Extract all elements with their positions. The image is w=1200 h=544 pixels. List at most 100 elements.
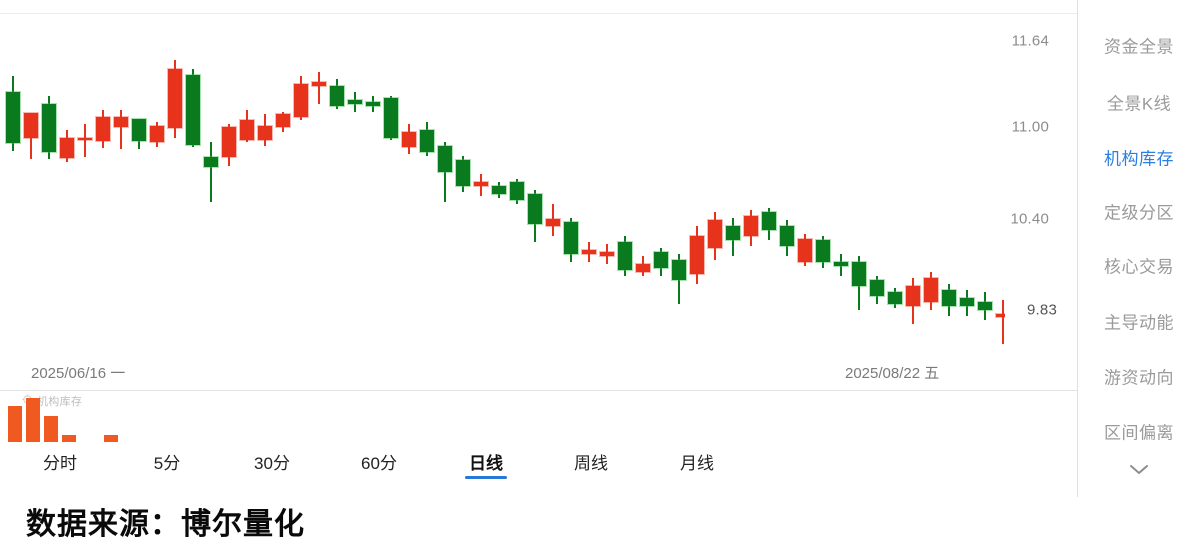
candle-body bbox=[186, 75, 200, 145]
date-end-label: 2025/08/22 五 bbox=[845, 365, 940, 382]
candle bbox=[744, 14, 758, 369]
candle bbox=[24, 14, 38, 369]
candle-body bbox=[600, 252, 614, 256]
indicator-pane[interactable]: 机构库存 bbox=[0, 391, 1005, 447]
candle-body bbox=[276, 114, 290, 127]
candle bbox=[168, 14, 182, 369]
candle-body bbox=[618, 242, 632, 270]
candle bbox=[636, 14, 650, 369]
candle-body bbox=[204, 157, 218, 167]
candle bbox=[888, 14, 902, 369]
tab-3[interactable]: 60分 bbox=[361, 454, 397, 473]
candle-body bbox=[510, 182, 524, 200]
candle bbox=[600, 14, 614, 369]
candle-wick bbox=[444, 142, 446, 202]
sidebar-item-5[interactable]: 主导动能 bbox=[1104, 313, 1174, 333]
candle-wick bbox=[120, 110, 122, 149]
candle bbox=[978, 14, 992, 369]
candle-body bbox=[924, 278, 938, 302]
candle bbox=[330, 14, 344, 369]
candle-body bbox=[42, 104, 56, 152]
candle-body bbox=[780, 226, 794, 246]
candle bbox=[204, 14, 218, 369]
candle-body bbox=[366, 102, 380, 106]
sidebar-item-7[interactable]: 区间偏离 bbox=[1104, 423, 1174, 443]
candle-body bbox=[348, 100, 362, 104]
date-start-label: 2025/06/16 一 bbox=[31, 365, 126, 382]
candle-body bbox=[762, 212, 776, 230]
candle bbox=[546, 14, 560, 369]
candle bbox=[708, 14, 722, 369]
last-price-label: 9.83 bbox=[1027, 301, 1057, 319]
tab-2[interactable]: 30分 bbox=[254, 454, 290, 473]
pane-divider bbox=[0, 390, 1077, 391]
candle bbox=[438, 14, 452, 369]
candle-body bbox=[834, 262, 848, 266]
candlestick-price-pane[interactable] bbox=[0, 14, 1005, 369]
candle-body bbox=[906, 286, 920, 306]
candle-body bbox=[582, 250, 596, 254]
candle bbox=[924, 14, 938, 369]
tab-0[interactable]: 分时 bbox=[43, 454, 77, 473]
candle bbox=[348, 14, 362, 369]
sidebar-item-2[interactable]: 机构库存 bbox=[1104, 149, 1174, 169]
candle bbox=[402, 14, 416, 369]
tab-6[interactable]: 月线 bbox=[680, 454, 714, 473]
axis-tick-label: 11.64 bbox=[1011, 32, 1049, 50]
candle-body bbox=[60, 138, 74, 158]
candle bbox=[294, 14, 308, 369]
sidebar-item-0[interactable]: 资金全景 bbox=[1104, 37, 1174, 57]
chart-area[interactable]: 11.64 11.00 10.40 9.83 bbox=[0, 14, 1077, 390]
candle bbox=[780, 14, 794, 369]
top-divider bbox=[0, 13, 1077, 14]
right-sidebar[interactable]: 资金全景全景K线机构库存定级分区核心交易主导动能游资动向区间偏离 bbox=[1077, 0, 1200, 497]
sidebar-item-3[interactable]: 定级分区 bbox=[1104, 203, 1174, 223]
candle bbox=[654, 14, 668, 369]
candle bbox=[834, 14, 848, 369]
candle bbox=[726, 14, 740, 369]
candle-body bbox=[690, 236, 704, 274]
tab-5[interactable]: 周线 bbox=[574, 454, 608, 473]
candle-body bbox=[258, 126, 272, 140]
candle-body bbox=[996, 314, 1005, 317]
candle-body bbox=[978, 302, 992, 310]
candle-body bbox=[564, 222, 578, 254]
candle bbox=[240, 14, 254, 369]
candle bbox=[942, 14, 956, 369]
timeframe-tabbar[interactable]: 分时 5分 30分 60分 日线 周线 月线 bbox=[0, 449, 1077, 497]
sidebar-item-1[interactable]: 全景K线 bbox=[1106, 94, 1172, 114]
tab-4[interactable]: 日线 bbox=[469, 454, 503, 473]
candle bbox=[492, 14, 506, 369]
candle-body bbox=[726, 226, 740, 240]
candle bbox=[96, 14, 110, 369]
candle-body bbox=[816, 240, 830, 262]
sidebar-expand-button[interactable] bbox=[1078, 463, 1200, 481]
candle-body bbox=[294, 84, 308, 117]
candle bbox=[276, 14, 290, 369]
candle bbox=[456, 14, 470, 369]
candle bbox=[132, 14, 146, 369]
candle bbox=[762, 14, 776, 369]
sidebar-item-6[interactable]: 游资动向 bbox=[1104, 368, 1174, 388]
candle-body bbox=[942, 290, 956, 306]
tab-1[interactable]: 5分 bbox=[153, 454, 181, 473]
candle-body bbox=[384, 98, 398, 138]
candle bbox=[474, 14, 488, 369]
candle-body bbox=[150, 126, 164, 142]
candle-wick bbox=[84, 124, 86, 157]
candle-body bbox=[168, 69, 182, 128]
candle bbox=[6, 14, 20, 369]
candle-body bbox=[420, 130, 434, 152]
candle-body bbox=[960, 298, 974, 306]
active-tab-underline bbox=[465, 476, 507, 479]
source-caption: 数据来源：博尔量化 bbox=[26, 506, 305, 542]
candle bbox=[384, 14, 398, 369]
sidebar-item-4[interactable]: 核心交易 bbox=[1104, 257, 1174, 277]
candle-body bbox=[474, 182, 488, 186]
candle-body bbox=[96, 117, 110, 141]
candle bbox=[510, 14, 524, 369]
price-axis: 11.64 11.00 10.40 9.83 bbox=[1005, 14, 1077, 369]
candle-wick bbox=[210, 142, 212, 202]
candle bbox=[816, 14, 830, 369]
indicator-bar bbox=[26, 398, 40, 442]
